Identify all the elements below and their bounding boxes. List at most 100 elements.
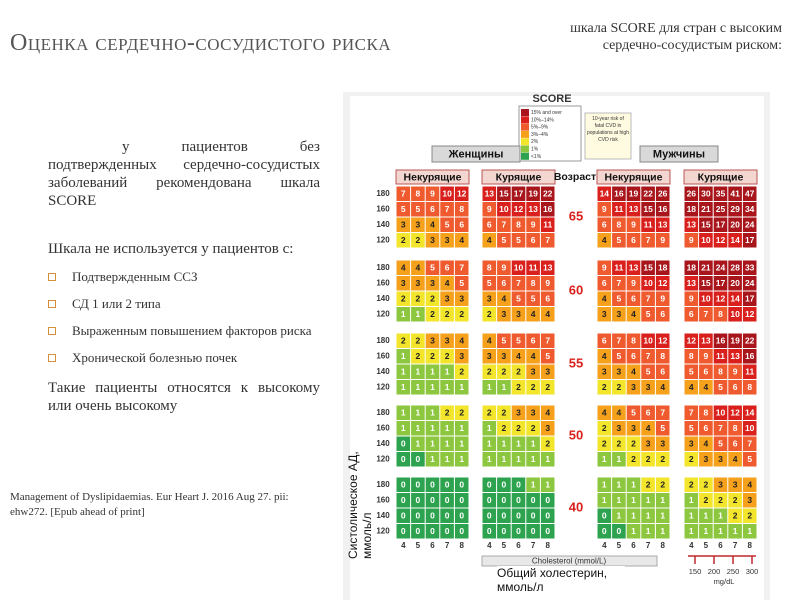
risk-cell [511, 436, 526, 451]
risk-cell [396, 364, 411, 379]
risk-cell [411, 508, 425, 523]
risk-value: 1 [545, 454, 550, 464]
risk-value: 3 [631, 423, 636, 433]
cholesterol-tick: 5 [416, 541, 421, 550]
cholesterol-tick: 8 [459, 541, 464, 550]
risk-value: 1 [704, 511, 709, 521]
risk-cell [699, 276, 713, 291]
risk-cell [511, 260, 526, 275]
risk-cell [440, 307, 454, 322]
risk-value: 3 [718, 454, 723, 464]
x-axis-label: Общий холестерин, ммоль/л [497, 566, 625, 594]
risk-cell [511, 421, 526, 436]
risk-cell [454, 333, 469, 348]
risk-value: 7 [704, 309, 709, 319]
risk-cell [641, 202, 655, 217]
risk-cell [684, 508, 699, 523]
risk-value: 12 [716, 294, 726, 304]
risk-value: 1 [401, 423, 406, 433]
risk-value: 6 [733, 382, 738, 392]
risk-cell [526, 477, 540, 492]
risk-value: 5 [416, 204, 421, 214]
risk-value: 1 [631, 495, 636, 505]
risk-value: 4 [545, 408, 550, 418]
risk-cell [742, 276, 757, 291]
risk-cell [411, 186, 425, 201]
legend-label: 3%–4% [531, 132, 549, 138]
risk-value: 3 [531, 408, 536, 418]
risk-value: 4 [459, 235, 464, 245]
risk-value: 0 [487, 526, 492, 536]
risk-value: 2 [718, 495, 723, 505]
risk-value: 0 [430, 511, 435, 521]
risk-cell [612, 291, 626, 306]
risk-value: 3 [660, 439, 665, 449]
risk-value: 12 [716, 235, 726, 245]
risk-cell [626, 380, 641, 395]
risk-value: 2 [416, 351, 421, 361]
risk-cell [641, 260, 655, 275]
risk-cell [425, 276, 440, 291]
risk-value: 2 [502, 423, 507, 433]
risk-value: 4 [487, 235, 492, 245]
risk-cell [742, 186, 757, 201]
legend-label: 10%–14% [531, 117, 554, 123]
legend-swatch [521, 138, 529, 146]
risk-cell [684, 493, 699, 508]
risk-cell [425, 524, 440, 539]
risk-value: 7 [617, 278, 622, 288]
risk-value: 4 [602, 294, 607, 304]
risk-value: 11 [644, 220, 653, 230]
risk-value: 8 [459, 204, 464, 214]
risk-cell [641, 421, 655, 436]
risk-cell [684, 291, 699, 306]
risk-value: 2 [602, 439, 607, 449]
risk-value: 0 [516, 526, 521, 536]
risk-value: 24 [745, 220, 755, 230]
risk-cell [728, 333, 742, 348]
risk-cell [454, 436, 469, 451]
age-label: 50 [569, 427, 583, 442]
risk-cell [396, 276, 411, 291]
risk-value: 8 [704, 408, 709, 418]
risk-cell [612, 524, 626, 539]
risk-cell [612, 477, 626, 492]
risk-value: 8 [516, 220, 521, 230]
risk-cell [626, 217, 641, 232]
risk-value: 3 [617, 423, 622, 433]
risk-cell [440, 333, 454, 348]
risk-value: 7 [545, 235, 550, 245]
risk-cell [454, 493, 469, 508]
risk-cell [540, 202, 555, 217]
risk-cell [641, 233, 655, 248]
risk-cell [540, 233, 555, 248]
risk-cell [699, 421, 713, 436]
risk-value: 10 [643, 278, 653, 288]
risk-value: 13 [658, 220, 668, 230]
group-header: Некурящие [404, 171, 462, 183]
risk-cell [454, 260, 469, 275]
cholesterol-label: Cholesterol (mmol/L) [532, 557, 607, 566]
risk-value: 1 [401, 351, 406, 361]
risk-value: 34 [745, 204, 755, 214]
risk-cell [728, 260, 742, 275]
risk-cell [411, 493, 425, 508]
risk-cell [425, 452, 440, 467]
risk-cell [597, 380, 612, 395]
risk-value: 1 [602, 480, 607, 490]
risk-cell [626, 477, 641, 492]
risk-value: 5 [502, 336, 507, 346]
risk-cell [411, 405, 425, 420]
risk-value: 1 [445, 439, 450, 449]
risk-value: 9 [689, 294, 694, 304]
risk-cell [612, 217, 626, 232]
risk-cell [699, 291, 713, 306]
risk-cell [482, 276, 497, 291]
risk-value: 1 [416, 309, 421, 319]
risk-cell [454, 421, 469, 436]
risk-cell [597, 508, 612, 523]
risk-value: 13 [629, 204, 639, 214]
bullet: Выраженным повышением факторов риска [48, 322, 320, 340]
sbp-label: 160 [376, 278, 390, 287]
